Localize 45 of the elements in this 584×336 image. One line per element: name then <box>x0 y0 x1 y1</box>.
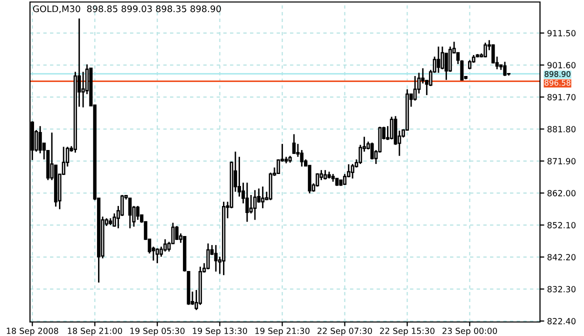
candlestick <box>245 182 249 222</box>
y-tick-label: 822.40 <box>548 318 576 324</box>
y-tick-label: 832.30 <box>548 286 576 292</box>
candlestick <box>163 238 167 252</box>
candlestick <box>484 42 488 58</box>
candlestick <box>214 244 218 272</box>
candlestick <box>175 225 179 241</box>
y-tick-label: 911.50 <box>547 30 576 36</box>
candlestick <box>343 173 346 186</box>
candlestick <box>261 186 264 209</box>
candlestick <box>253 189 257 221</box>
candlestick <box>440 46 444 70</box>
candlestick <box>206 242 210 270</box>
candlestick <box>390 116 394 140</box>
y-tick-label: 881.80 <box>548 126 576 132</box>
candlestick <box>370 142 374 160</box>
x-tick-label: 18 Sep 21:00 <box>68 328 122 336</box>
y-tick-label: 862.00 <box>548 190 576 196</box>
candlestick <box>276 158 280 175</box>
x-tick-label: 23 Sep 00:00 <box>442 328 497 336</box>
x-tick-label: 22 Sep 15:30 <box>380 328 434 336</box>
candlestick <box>436 46 440 74</box>
y-tick-label: 901.60 <box>547 62 576 68</box>
y-tick-label: 852.10 <box>548 222 576 228</box>
candlestick <box>128 198 132 229</box>
candlestick <box>503 61 507 77</box>
candlestick <box>350 163 354 180</box>
y-tick-label: 842.20 <box>548 254 576 260</box>
candlestick <box>136 205 140 221</box>
candlestick <box>292 134 296 155</box>
candlestick <box>316 172 320 188</box>
candlestick <box>413 75 417 102</box>
x-tick-label: 19 Sep 13:30 <box>192 328 248 336</box>
candlestick <box>444 52 448 81</box>
x-tick-label: 22 Sep 07:30 <box>318 328 372 336</box>
y-tick-label: 891.70 <box>548 94 576 100</box>
x-tick-label: 19 Sep 21:30 <box>255 328 310 336</box>
candlestick <box>38 125 42 154</box>
y-tick-label: 871.90 <box>548 158 576 164</box>
chart-title: GOLD,M30 898.85 899.03 898.35 898.90 <box>33 5 221 14</box>
candlestick <box>156 248 160 264</box>
x-tick-label: 19 Sep 05:30 <box>130 328 185 336</box>
candlestick <box>448 46 452 73</box>
x-tick-label: 18 Sep 2008 <box>6 328 58 336</box>
candlestick <box>324 169 327 180</box>
